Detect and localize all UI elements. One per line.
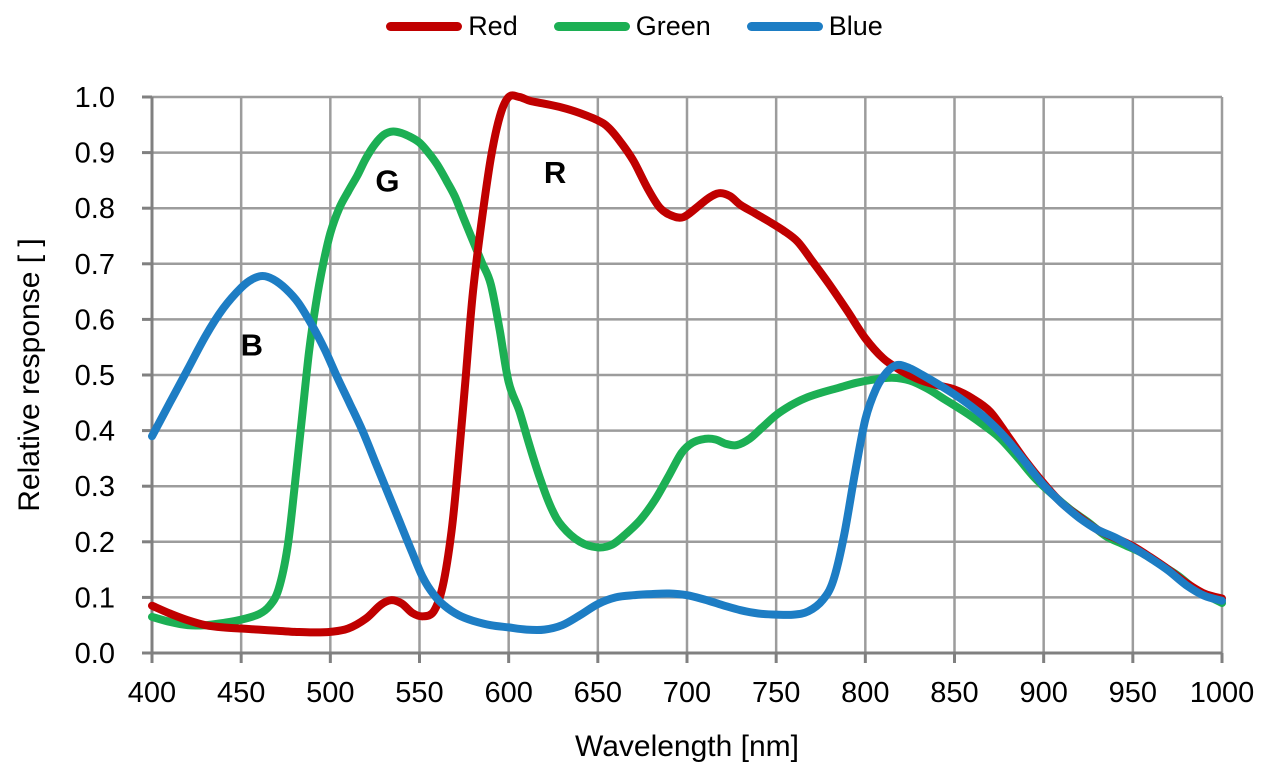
legend-label-blue: Blue — [828, 11, 883, 41]
x-tick-label: 850 — [930, 677, 978, 709]
legend: Red Green Blue — [0, 13, 1269, 40]
annotation-g: G — [375, 163, 399, 198]
x-tick-label: 800 — [841, 677, 889, 709]
x-tick-label: 750 — [752, 677, 800, 709]
legend-item-green: Green — [553, 11, 711, 41]
y-tick-label: 0.9 — [75, 138, 115, 170]
annotation-b: B — [241, 327, 263, 362]
y-tick-label: 0.3 — [75, 471, 115, 503]
annotation-r: R — [544, 155, 566, 190]
x-tick-label: 700 — [663, 677, 711, 709]
x-tick-label: 900 — [1019, 677, 1067, 709]
y-tick-label: 0.8 — [75, 193, 115, 225]
y-axis-title: Relative response [ ] — [13, 238, 46, 512]
legend-item-blue: Blue — [746, 11, 883, 41]
legend-label-red: Red — [468, 11, 518, 41]
y-tick-label: 0.0 — [75, 638, 115, 670]
x-tick-label: 650 — [574, 677, 622, 709]
red-line-swatch-icon — [386, 22, 463, 31]
x-tick-label: 400 — [128, 677, 176, 709]
curve-blue — [148, 272, 1226, 635]
green-line-swatch-icon — [553, 22, 630, 31]
legend-item-red: Red — [386, 13, 518, 40]
y-tick-label: 0.4 — [75, 416, 115, 448]
y-tick-label: 1.0 — [75, 82, 115, 114]
y-tick-label: 0.2 — [75, 527, 115, 559]
y-tick-label: 0.5 — [75, 360, 115, 392]
y-tick-label: 0.6 — [75, 304, 115, 336]
blue-line-swatch-icon — [746, 22, 823, 31]
x-tick-label: 950 — [1109, 677, 1157, 709]
x-tick-label: 550 — [395, 677, 443, 709]
x-tick-label: 600 — [484, 677, 532, 709]
y-tick-label: 0.1 — [75, 582, 115, 614]
legend-label-green: Green — [635, 11, 711, 41]
y-tick-label: 0.7 — [75, 249, 115, 281]
x-tick-label: 450 — [217, 677, 265, 709]
x-tick-label: 1000 — [1190, 677, 1255, 709]
x-tick-label: 500 — [306, 677, 354, 709]
x-axis-title: Wavelength [nm] — [575, 730, 799, 763]
curve-green — [148, 127, 1226, 630]
